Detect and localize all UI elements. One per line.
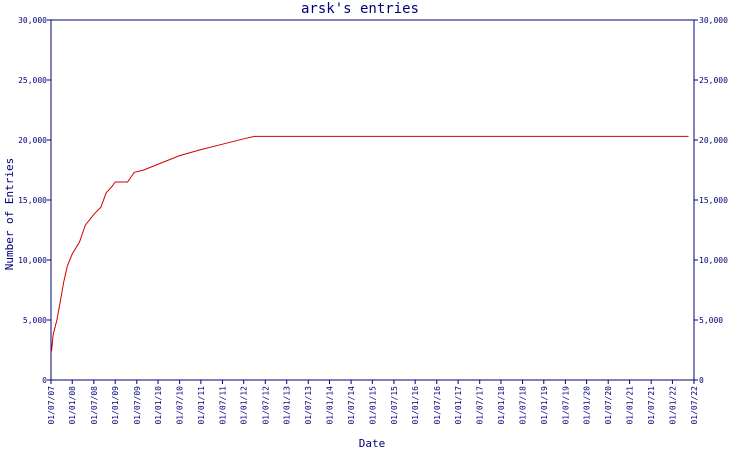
y-tick-label-left: 20,000 [18, 136, 47, 145]
x-axis-title: Date [359, 437, 386, 450]
x-tick-label: 01/07/12 [261, 386, 270, 425]
x-tick-label: 01/07/20 [604, 386, 613, 425]
x-tick-label: 01/01/11 [197, 386, 206, 425]
y-tick-label-right: 0 [699, 376, 704, 385]
y-tick-label-right: 10,000 [699, 256, 728, 265]
series-layer [51, 135, 689, 352]
x-tick-label: 01/07/16 [433, 386, 442, 425]
x-tick-label: 01/01/22 [668, 386, 677, 425]
x-tick-label: 01/07/17 [476, 386, 485, 425]
x-tick-label: 01/07/07 [47, 386, 56, 425]
x-tick-label: 01/01/10 [154, 386, 163, 425]
x-axis: 01/07/07 01/01/08 01/07/08 01/01/09 01/07/09… [47, 380, 699, 425]
x-tick-label: 01/01/12 [240, 386, 249, 425]
x-tick-label: 01/07/08 [90, 386, 99, 425]
x-tick-label: 01/01/14 [325, 386, 334, 425]
y-tick-label-left: 0 [42, 376, 47, 385]
x-tick-label: 01/07/10 [176, 386, 185, 425]
x-tick-label: 01/01/18 [497, 386, 506, 425]
x-tick-label: 01/07/14 [347, 386, 356, 425]
x-tick-label: 01/07/11 [218, 386, 227, 425]
y-tick-label-left: 10,000 [18, 256, 47, 265]
x-tick-label: 01/01/20 [583, 386, 592, 425]
x-tick-label: 01/01/13 [283, 386, 292, 425]
x-tick-label: 01/07/09 [133, 386, 142, 425]
chart-title: arsk's entries [301, 1, 419, 17]
y-tick-label-right: 15,000 [699, 196, 728, 205]
y-tick-label-right: 5,000 [699, 316, 723, 325]
x-tick-label: 01/01/15 [368, 386, 377, 425]
x-tick-label: 01/07/18 [519, 386, 528, 425]
y-axis-right: 0 5,000 10,000 15,000 20,000 25,000 30,000 [694, 16, 728, 385]
y-axis-left: 0 5,000 10,000 15,000 20,000 25,000 30,000 [18, 16, 51, 385]
x-tick-label: 01/07/15 [390, 386, 399, 425]
x-tick-label: 01/01/16 [411, 386, 420, 425]
y-tick-label-left: 15,000 [18, 196, 47, 205]
x-tick-label: 01/01/21 [626, 386, 635, 425]
y-axis-title: Number of Entries [3, 158, 16, 271]
x-tick-label: 01/07/19 [561, 386, 570, 425]
y-tick-label-right: 25,000 [699, 76, 728, 85]
x-tick-label: 01/07/21 [647, 386, 656, 425]
y-tick-label-left: 30,000 [18, 16, 47, 25]
x-tick-label: 01/01/09 [111, 386, 120, 425]
plot-frame [50, 19, 695, 381]
y-tick-label-right: 20,000 [699, 136, 728, 145]
y-tick-label-left: 25,000 [18, 76, 47, 85]
x-tick-label: 01/07/22 [690, 386, 699, 425]
x-tick-label: 01/01/08 [68, 386, 77, 425]
y-tick-label-left: 5,000 [23, 316, 47, 325]
x-tick-label: 01/01/19 [540, 386, 549, 425]
entries-series-line [51, 135, 689, 352]
y-tick-label-right: 30,000 [699, 16, 728, 25]
x-tick-label: 01/07/13 [304, 386, 313, 425]
x-tick-label: 01/01/17 [454, 386, 463, 425]
